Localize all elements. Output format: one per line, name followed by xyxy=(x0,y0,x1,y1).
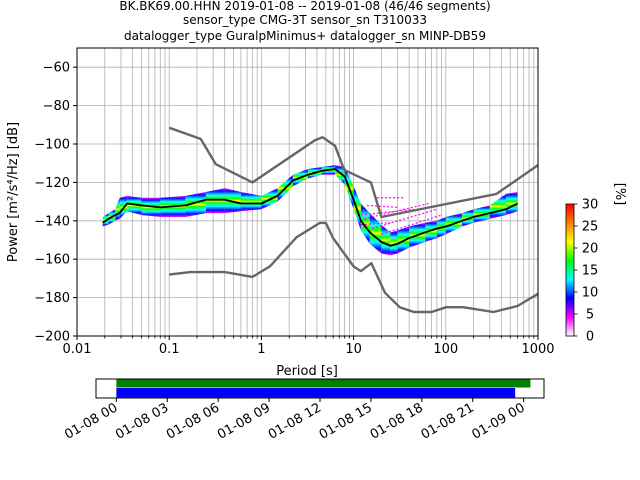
coverage-tick-label: 01-08 00 xyxy=(62,400,120,442)
x-tick-label: 100 xyxy=(433,342,458,357)
series-line-noise_model_low xyxy=(169,221,539,314)
colorbar-tick-label: 30 xyxy=(582,198,599,213)
coverage-tick-label: 01-08 15 xyxy=(317,400,375,442)
colorbar-tick-label: 15 xyxy=(582,264,599,279)
x-tick-label: 0.01 xyxy=(63,342,92,357)
heatmap-streak xyxy=(363,202,429,220)
psd-plot: 0.01 0.1 1 10 100 1000 −200 −180 −160 −140 −120 −1… xyxy=(6,47,555,379)
heatmap-band-segment xyxy=(224,188,241,214)
psd-x-ticks: 0.01 0.1 1 10 100 1000 xyxy=(63,336,555,357)
psd-plot-background xyxy=(77,48,538,336)
x-tick-label: 10 xyxy=(345,342,362,357)
heatmap-band-segment xyxy=(381,224,391,256)
heatmap-streak xyxy=(372,208,438,230)
colorbar-gradient xyxy=(565,203,575,337)
header-title-line2: sensor_type CMG-3T sensor_sn T310033 xyxy=(183,13,427,27)
heatmap-streak xyxy=(381,214,442,235)
colorbar-label: [%] xyxy=(612,183,627,206)
colorbar-tick-label: 5 xyxy=(586,308,594,323)
heatmap-band-segment xyxy=(141,197,161,217)
coverage-bars xyxy=(116,379,531,398)
heatmap-band-segment xyxy=(425,220,437,242)
coverage-tick-label: 01-08 06 xyxy=(164,400,222,442)
coverage-tick-label: 01-09 00 xyxy=(470,400,528,442)
heatmap-band-segment xyxy=(185,192,206,217)
psd-y-axis-label: Power [m²/s⁴/Hz] [dB] xyxy=(6,122,21,262)
psd-plot-frame xyxy=(76,47,539,337)
colorbar-tick-label: 20 xyxy=(582,242,599,257)
series-line-noise_model_high xyxy=(168,126,539,219)
header-title-line3: datalogger_type GuralpMinimus+ datalogge… xyxy=(124,29,486,43)
heatmap-band-segment xyxy=(205,188,225,214)
x-tick-label: 1000 xyxy=(521,342,554,357)
y-tick-label: −160 xyxy=(34,253,70,268)
coverage-bar-data_coverage xyxy=(116,379,531,388)
colorbar: 0 5 10 15 20 25 30 [%] xyxy=(565,183,627,345)
coverage-tick-label: 01-08 21 xyxy=(419,400,477,442)
psd-x-axis-label: Period [s] xyxy=(276,364,338,379)
heatmap-band-segment xyxy=(506,192,518,216)
coverage-tick-label: 01-08 03 xyxy=(113,400,171,442)
coverage-bar-psd_segments xyxy=(116,388,516,398)
y-tick-label: −180 xyxy=(34,291,70,306)
heatmap-band-segment xyxy=(127,195,142,216)
heatmap-streak xyxy=(360,208,414,216)
header-title-line1: BK.BK69.00.HHN 2019-01-08 -- 2019-01-08 … xyxy=(119,0,490,13)
heatmap-band-segment xyxy=(462,209,474,227)
psd-y-ticks: −200 −180 −160 −140 −120 −100 −80 −60 xyxy=(34,61,77,345)
colorbar-ticks: 0 5 10 15 20 25 30 xyxy=(574,198,598,345)
psd-scatter-streaks xyxy=(360,197,442,235)
heatmap-band-segment xyxy=(473,205,490,223)
psd-lines xyxy=(102,126,539,314)
y-tick-label: −120 xyxy=(34,176,70,191)
coverage-tick-label: 01-08 12 xyxy=(266,400,324,442)
heatmap-band-segment xyxy=(240,192,262,212)
colorbar-tick-label: 25 xyxy=(582,220,599,235)
x-tick-label: 1 xyxy=(257,342,265,357)
x-tick-label: 0.1 xyxy=(159,342,180,357)
heatmap-band-segment xyxy=(360,203,370,244)
y-tick-label: −80 xyxy=(43,99,70,114)
heatmap-streak xyxy=(367,204,398,208)
coverage-tick-label: 01-08 18 xyxy=(368,400,426,442)
coverage-tick-label: 01-08 09 xyxy=(215,400,273,442)
heatmap-streak xyxy=(360,222,391,226)
heatmap-band-segment xyxy=(390,230,398,256)
y-tick-label: −100 xyxy=(34,138,70,153)
series-line-mode xyxy=(102,168,518,247)
y-tick-label: −60 xyxy=(43,61,70,76)
colorbar-tick-label: 0 xyxy=(586,330,594,345)
colorbar-tick-label: 10 xyxy=(582,286,599,301)
y-tick-label: −140 xyxy=(34,214,70,229)
y-tick-label: −200 xyxy=(34,330,70,345)
